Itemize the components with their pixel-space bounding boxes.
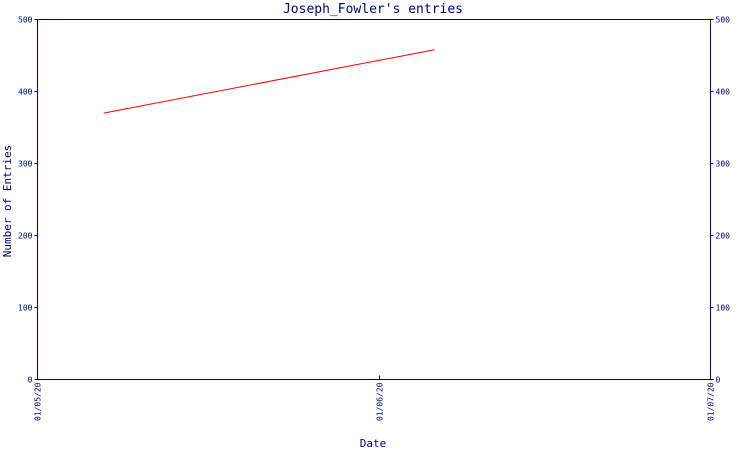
x-tick-label: 01/05/20 [34, 382, 43, 421]
y-axis-label: Number of Entries [1, 145, 14, 258]
y-axis-right: 0 100 200 300 400 500 [710, 16, 731, 385]
x-axis: 01/05/20 01/06/20 01/07/20 [34, 375, 716, 421]
chart-title: Joseph_Fowler's entries [283, 2, 463, 17]
y-tick-left-label: 500 [18, 16, 33, 25]
x-tick-label: 01/06/20 [376, 382, 385, 421]
y-tick-right-label: 300 [716, 160, 731, 169]
x-tick-label: 01/07/20 [707, 382, 716, 421]
y-tick-left-label: 400 [18, 88, 33, 97]
y-tick-left-label: 100 [18, 304, 33, 313]
plot-frame [37, 19, 711, 380]
y-tick-right-label: 0 [716, 376, 721, 385]
x-axis-label: Date [360, 437, 387, 450]
y-tick-left-label: 200 [18, 232, 33, 241]
series-layer [103, 49, 435, 114]
y-tick-left-label: 0 [28, 376, 33, 385]
y-tick-right-label: 400 [716, 88, 731, 97]
y-tick-right-label: 500 [716, 16, 731, 25]
y-tick-left-label: 300 [18, 160, 33, 169]
y-tick-right-label: 100 [716, 304, 731, 313]
y-tick-right-label: 200 [716, 232, 731, 241]
series-line [103, 49, 435, 114]
y-axis-left: 0 100 200 300 400 500 [18, 16, 38, 385]
plot-area [37, 19, 711, 380]
